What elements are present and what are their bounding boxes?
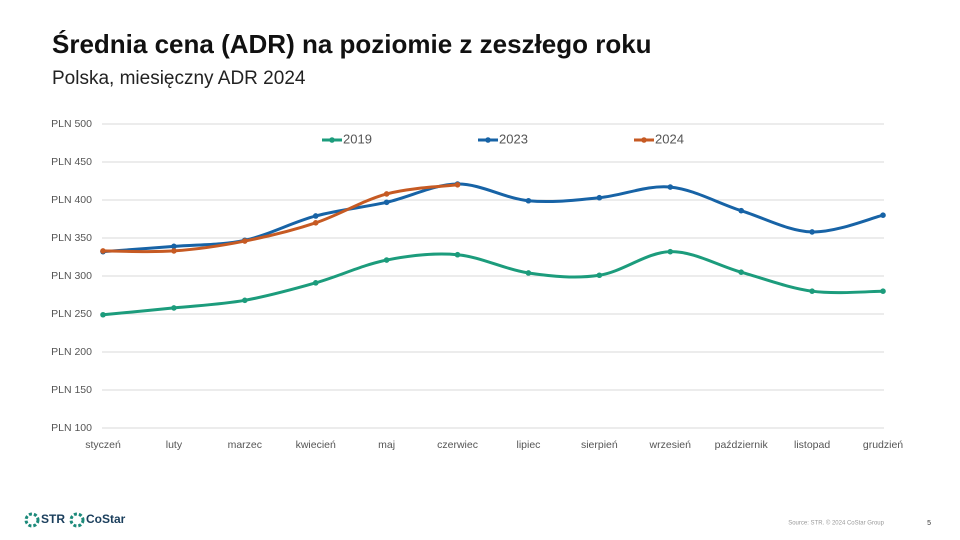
legend-marker (641, 137, 647, 143)
point (880, 212, 886, 218)
point (171, 243, 177, 250)
point (880, 288, 886, 295)
point (525, 197, 532, 204)
point (312, 280, 319, 286)
series-line (102, 250, 884, 317)
chart-subtitle: Polska, miesięczny ADR 2024 (52, 68, 306, 89)
point (242, 297, 248, 304)
legend-marker (329, 137, 335, 143)
logo-text: CoStar (86, 512, 126, 526)
point (454, 251, 461, 258)
point (383, 257, 390, 263)
point (383, 199, 390, 206)
x-tick-label: lipiec (516, 439, 540, 451)
page-number: 5 (927, 520, 931, 527)
x-tick-label: wrzesień (649, 439, 692, 451)
legend-label: 2023 (499, 131, 528, 146)
point (312, 220, 319, 226)
y-tick-label: PLN 150 (51, 384, 92, 396)
x-tick-label: czerwiec (437, 439, 478, 451)
point (596, 194, 603, 201)
legend-label: 2019 (343, 131, 372, 146)
x-tick-label: maj (378, 439, 395, 451)
legend-marker (485, 137, 491, 143)
point (525, 270, 532, 276)
x-tick-label: styczeń (85, 439, 121, 451)
x-tick-label: luty (166, 439, 183, 451)
point (454, 182, 461, 188)
y-tick-label: PLN 250 (51, 308, 92, 320)
y-tick-label: PLN 350 (51, 232, 92, 244)
chart-title: Średnia cena (ADR) na poziomie z zeszłeg… (52, 29, 652, 59)
point (738, 207, 744, 214)
y-tick-label: PLN 400 (51, 194, 92, 206)
series-line (102, 182, 884, 254)
x-tick-label: marzec (228, 439, 262, 451)
y-tick-label: PLN 500 (51, 118, 92, 130)
point (312, 213, 319, 219)
legend-label: 2024 (655, 131, 684, 146)
x-tick-label: grudzień (863, 439, 903, 451)
x-tick-label: sierpień (581, 439, 618, 451)
y-tick-label: PLN 450 (51, 156, 92, 168)
y-tick-label: PLN 300 (51, 270, 92, 282)
point (242, 238, 248, 244)
point (596, 272, 603, 279)
point (738, 269, 744, 276)
point (667, 248, 674, 255)
point (383, 191, 390, 197)
source: Source: STR. © 2024 CoStar Group (788, 520, 884, 527)
point (100, 311, 106, 318)
logo-text: STR (41, 512, 65, 526)
point (809, 229, 815, 235)
point (667, 184, 674, 190)
point (100, 248, 106, 254)
point (171, 248, 177, 254)
x-tick-label: listopad (794, 439, 830, 451)
point (809, 288, 815, 295)
y-tick-label: PLN 100 (51, 422, 92, 434)
y-tick-label: PLN 200 (51, 346, 92, 358)
series-line (102, 183, 458, 254)
x-tick-label: październik (715, 439, 769, 451)
str-logo: STR CoStar (24, 512, 126, 528)
point (171, 305, 177, 311)
x-tick-label: kwiecień (296, 439, 336, 451)
